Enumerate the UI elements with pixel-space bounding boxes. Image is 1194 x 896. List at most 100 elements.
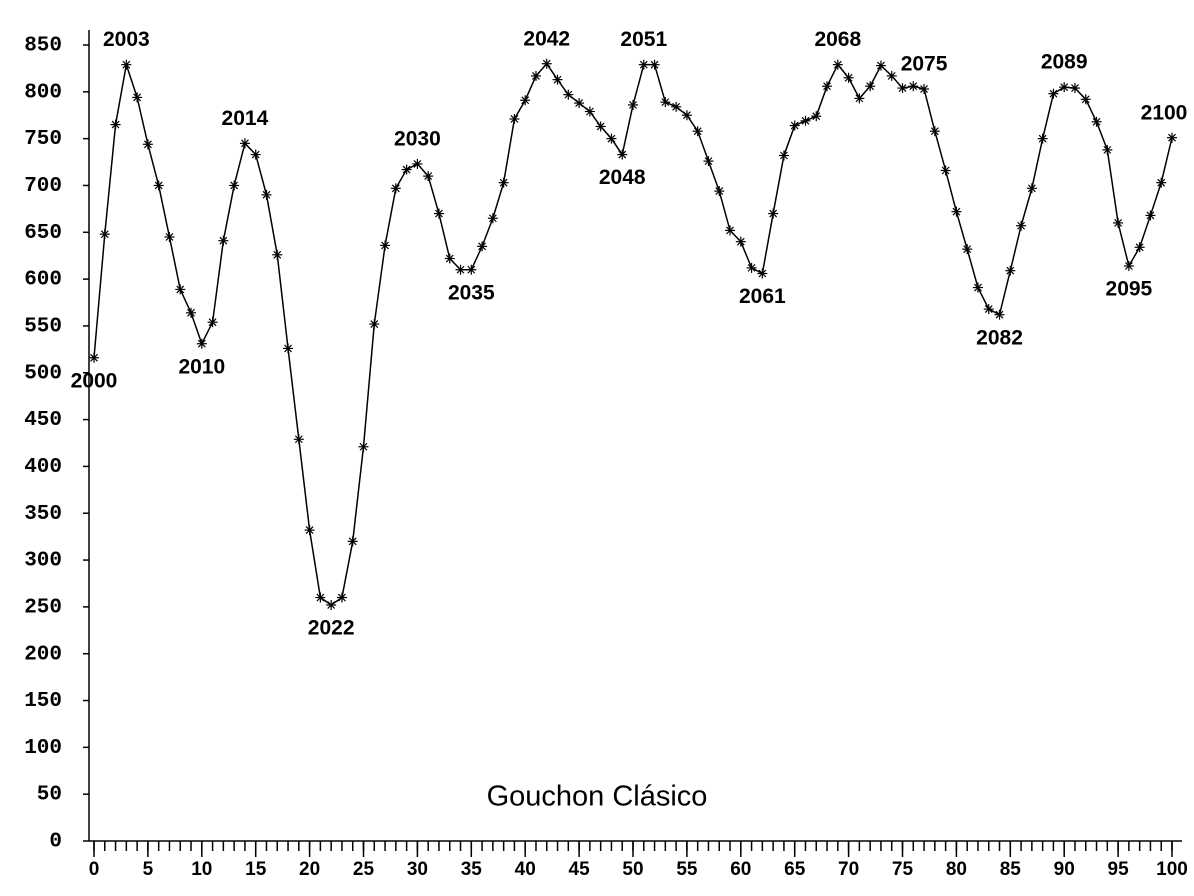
annotation: 2035	[448, 281, 495, 304]
point-marker	[908, 81, 919, 92]
point-marker	[326, 600, 337, 611]
point-marker	[433, 208, 444, 219]
point-marker	[919, 84, 930, 95]
x-tick-label: 30	[407, 859, 428, 880]
marker-stroke	[909, 82, 918, 91]
point-marker	[186, 307, 197, 318]
point-marker	[606, 133, 617, 144]
x-tick-label: 85	[1000, 859, 1022, 880]
marker-stroke	[413, 160, 422, 168]
point-marker	[789, 120, 800, 131]
marker-stroke	[532, 71, 540, 80]
annotation: 2089	[1041, 51, 1088, 74]
marker-stroke	[456, 265, 465, 274]
y-tick-label: 650	[24, 222, 62, 245]
marker-stroke	[510, 115, 519, 123]
point-marker	[196, 338, 207, 349]
point-marker	[703, 156, 714, 167]
point-marker	[466, 264, 477, 275]
point-marker	[369, 319, 380, 330]
annotation: 2042	[523, 27, 570, 50]
marker-stroke	[898, 84, 907, 93]
marker-stroke	[488, 214, 497, 223]
x-tick-label: 60	[730, 859, 751, 880]
point-marker	[628, 99, 638, 110]
point-marker	[239, 138, 250, 149]
x-tick-label: 90	[1054, 859, 1075, 880]
marker-stroke	[887, 71, 896, 80]
point-marker	[778, 150, 789, 161]
point-marker	[218, 235, 229, 246]
marker-stroke	[1103, 145, 1112, 154]
marker-stroke	[726, 226, 734, 235]
point-marker	[477, 241, 488, 252]
marker-stroke	[111, 120, 120, 129]
point-marker	[972, 282, 983, 293]
point-marker	[1048, 88, 1059, 99]
point-marker	[520, 95, 531, 106]
point-marker	[563, 89, 574, 100]
point-marker	[886, 70, 897, 81]
point-marker	[164, 231, 175, 242]
y-tick-label: 250	[24, 596, 62, 619]
point-marker	[638, 59, 649, 70]
marker-stroke	[359, 442, 368, 451]
point-marker	[1091, 116, 1102, 127]
y-tick-label: 200	[24, 643, 62, 666]
marker-stroke	[1006, 266, 1015, 275]
point-marker	[315, 592, 326, 603]
marker-stroke	[672, 102, 681, 111]
x-tick-label: 70	[838, 859, 859, 880]
marker-stroke	[208, 318, 217, 327]
point-marker	[530, 70, 541, 81]
point-marker	[99, 229, 110, 240]
point-marker	[110, 119, 121, 130]
x-tick-label: 25	[353, 859, 375, 880]
marker-stroke	[650, 60, 659, 69]
point-marker	[272, 249, 283, 260]
marker-stroke	[381, 241, 389, 250]
marker-stroke	[1049, 89, 1058, 98]
marker-stroke	[391, 184, 400, 193]
marker-stroke	[855, 94, 864, 103]
annotation: 2095	[1106, 278, 1153, 301]
marker-stroke	[176, 285, 185, 294]
annotation: 2068	[814, 28, 861, 51]
point-marker	[121, 59, 132, 70]
marker-stroke	[618, 150, 627, 159]
marker-stroke	[521, 96, 530, 105]
marker-stroke	[736, 237, 745, 246]
marker-stroke	[1092, 117, 1101, 126]
point-marker	[444, 253, 455, 264]
point-marker	[854, 93, 865, 104]
marker-stroke	[219, 236, 228, 245]
point-marker	[283, 343, 294, 354]
marker-stroke	[262, 190, 271, 199]
x-tick-label: 80	[946, 859, 967, 880]
point-marker	[595, 121, 606, 132]
point-marker	[401, 164, 412, 175]
marker-stroke	[758, 269, 767, 278]
point-marker	[940, 165, 951, 176]
y-tick-label: 150	[24, 690, 62, 713]
annotation: 2075	[901, 53, 948, 76]
point-marker	[1059, 82, 1070, 93]
annotation: 2022	[308, 617, 355, 640]
marker-stroke	[1168, 133, 1176, 142]
point-marker	[681, 110, 692, 121]
point-marker	[132, 92, 143, 103]
point-marker	[380, 240, 391, 251]
point-marker	[843, 72, 854, 83]
marker-stroke	[251, 150, 260, 159]
y-tick-label: 550	[24, 315, 62, 338]
point-marker	[1134, 242, 1145, 253]
point-marker	[725, 225, 736, 236]
marker-stroke	[682, 111, 691, 120]
marker-stroke	[930, 127, 939, 136]
chart-title: Gouchon Clásico	[487, 781, 708, 813]
annotation: 2014	[222, 107, 269, 130]
y-tick-label: 500	[24, 362, 62, 385]
point-marker	[649, 59, 660, 70]
annotation: 2030	[394, 127, 441, 150]
point-marker	[229, 180, 240, 191]
